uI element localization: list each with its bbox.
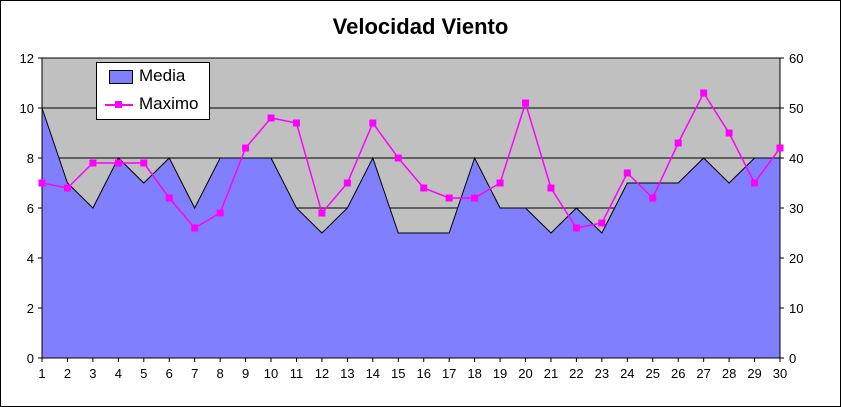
maximo-point xyxy=(191,224,199,232)
maximo-point xyxy=(89,159,97,167)
y-left-tick-label: 2 xyxy=(27,301,34,316)
y-right-tick-label: 60 xyxy=(789,51,803,66)
x-tick-label: 16 xyxy=(416,366,430,381)
maximo-point xyxy=(445,194,453,202)
x-tick-label: 20 xyxy=(518,366,532,381)
maximo-point xyxy=(292,119,300,127)
x-tick-label: 27 xyxy=(696,366,710,381)
x-tick-label: 30 xyxy=(773,366,787,381)
x-tick-label: 15 xyxy=(391,366,405,381)
x-tick-label: 12 xyxy=(315,366,329,381)
y-left-tick-label: 6 xyxy=(27,201,34,216)
x-tick-label: 8 xyxy=(217,366,224,381)
x-tick-label: 29 xyxy=(747,366,761,381)
legend-item-media: Media xyxy=(97,65,209,89)
x-tick-label: 2 xyxy=(64,366,71,381)
y-left-tick-label: 10 xyxy=(20,101,34,116)
y-left-tick-label: 0 xyxy=(27,351,34,366)
x-tick-label: 25 xyxy=(646,366,660,381)
y-right-tick-label: 10 xyxy=(789,301,803,316)
y-right-tick-label: 0 xyxy=(789,351,796,366)
legend-label-media: Media xyxy=(139,66,186,85)
x-tick-label: 9 xyxy=(242,366,249,381)
maximo-point xyxy=(242,144,250,152)
maximo-point xyxy=(63,184,71,192)
maximo-point xyxy=(343,179,351,187)
maximo-point xyxy=(649,194,657,202)
y-left-tick-label: 12 xyxy=(20,51,34,66)
maximo-point xyxy=(623,169,631,177)
x-tick-label: 3 xyxy=(89,366,96,381)
legend: Media Maximo xyxy=(96,62,210,120)
maximo-point xyxy=(751,179,759,187)
maximo-point xyxy=(165,194,173,202)
maximo-line xyxy=(41,91,781,229)
y-right-tick-label: 30 xyxy=(789,201,803,216)
chart-title: Velocidad Viento xyxy=(332,14,509,39)
x-tick-label: 7 xyxy=(191,366,198,381)
x-tick-label: 17 xyxy=(442,366,456,381)
maximo-point xyxy=(394,154,402,162)
legend-swatch-media xyxy=(109,70,133,84)
x-tick-label: 1 xyxy=(38,366,45,381)
x-tick-label: 28 xyxy=(722,366,736,381)
maximo-point xyxy=(471,194,479,202)
x-tick-label: 26 xyxy=(671,366,685,381)
x-tick-label: 23 xyxy=(595,366,609,381)
maximo-point xyxy=(369,119,377,127)
maximo-point xyxy=(572,224,580,232)
maximo-point xyxy=(38,179,46,187)
maximo-point xyxy=(318,209,326,217)
x-tick-label: 24 xyxy=(620,366,634,381)
maximo-point xyxy=(496,179,504,187)
x-tick-label: 14 xyxy=(366,366,380,381)
x-tick-label: 11 xyxy=(290,366,304,381)
x-tick-label: 4 xyxy=(115,366,122,381)
maximo-point xyxy=(114,159,122,167)
y-left-tick-label: 8 xyxy=(27,151,34,166)
legend-item-maximo: Maximo xyxy=(97,93,209,117)
x-tick-label: 21 xyxy=(544,366,558,381)
y-right-tick-label: 50 xyxy=(789,101,803,116)
maximo-point xyxy=(725,129,733,137)
maximo-markers xyxy=(38,89,784,232)
y-right-tick-label: 40 xyxy=(789,151,803,166)
maximo-point xyxy=(776,144,784,152)
legend-marker-maximo xyxy=(115,101,122,108)
x-tick-label: 6 xyxy=(166,366,173,381)
x-tick-label: 19 xyxy=(493,366,507,381)
maximo-point xyxy=(420,184,428,192)
maximo-point xyxy=(522,99,530,107)
x-tick-label: 10 xyxy=(264,366,278,381)
axes xyxy=(38,57,784,362)
x-tick-label: 22 xyxy=(569,366,583,381)
maximo-point xyxy=(598,219,606,227)
y-left-tick-label: 4 xyxy=(27,251,34,266)
maximo-point xyxy=(216,209,224,217)
y-right-tick-label: 20 xyxy=(789,251,803,266)
maximo-point xyxy=(674,139,682,147)
maximo-point xyxy=(700,89,708,97)
legend-label-maximo: Maximo xyxy=(139,94,199,113)
maximo-point xyxy=(547,184,555,192)
x-tick-label: 5 xyxy=(140,366,147,381)
maximo-point xyxy=(140,159,148,167)
maximo-point xyxy=(267,114,275,122)
x-tick-label: 18 xyxy=(467,366,481,381)
x-tick-label: 13 xyxy=(340,366,354,381)
